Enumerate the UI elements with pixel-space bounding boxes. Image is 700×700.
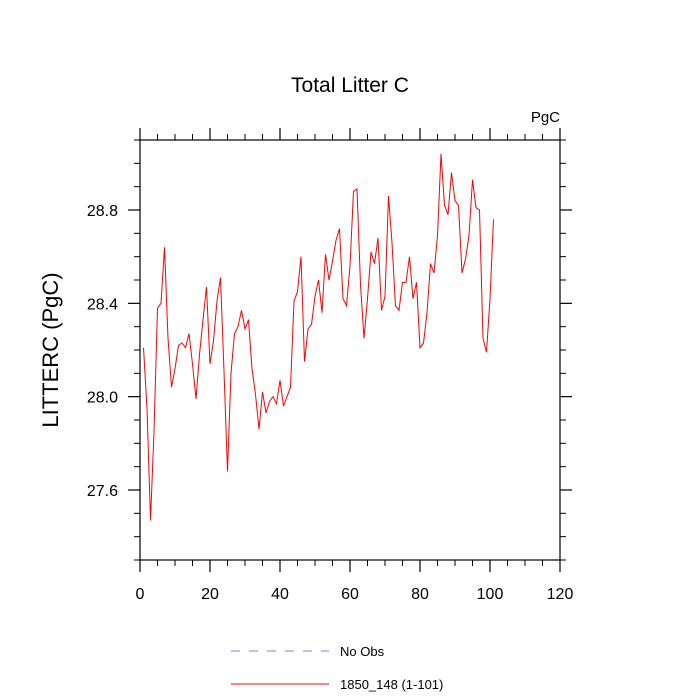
chart-title: Total Litter C (291, 74, 409, 97)
legend-label: No Obs (340, 644, 385, 659)
x-tick-label: 40 (271, 586, 289, 603)
x-axis-tick-labels: 0 20 40 60 80 100 120 (136, 586, 574, 603)
x-tick-label: 60 (341, 586, 359, 603)
x-tick-label: 120 (547, 586, 574, 603)
y-axis-tick-labels: 27.6 28.0 28.4 28.8 (87, 203, 118, 500)
y-axis-ticks (128, 139, 572, 561)
y-tick-label: 27.6 (87, 483, 118, 500)
y-tick-label: 28.0 (87, 390, 118, 407)
units-label: PgC (531, 109, 560, 126)
y-axis-label: LITTERC (PgC) (38, 272, 63, 427)
legend-label: 1850_148 (1-101) (340, 677, 443, 692)
x-tick-label: 0 (136, 586, 145, 603)
plot-frame (139, 139, 561, 561)
y-tick-label: 28.4 (87, 296, 118, 313)
x-tick-label: 100 (477, 586, 504, 603)
legend: No Obs 1850_148 (1-101) (231, 644, 443, 692)
y-tick-label: 28.8 (87, 203, 118, 220)
x-tick-label: 80 (411, 586, 429, 603)
series-line (143, 153, 494, 521)
x-axis-ticks (139, 128, 561, 572)
series-layer (143, 153, 494, 521)
x-tick-label: 20 (201, 586, 219, 603)
